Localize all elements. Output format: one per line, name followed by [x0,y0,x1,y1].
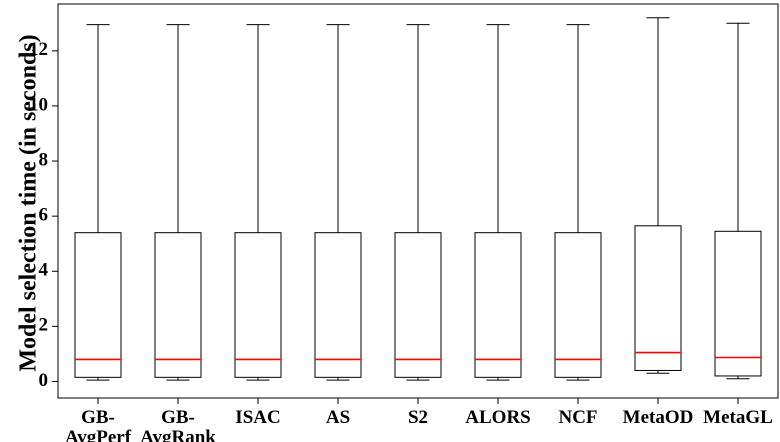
x-tick-label: AS [326,407,350,428]
y-tick-label: 0 [39,370,49,391]
y-tick-label: 6 [39,205,49,226]
box-iqr [394,232,442,378]
box-iqr [714,230,762,377]
x-tick-label: NCF [558,407,597,428]
y-tick-label: 4 [39,260,49,281]
x-tick-label: GB-AvgPerf [65,407,132,442]
y-axis-title: Model selection time (in seconds) [16,34,42,371]
box-iqr [554,232,602,378]
box-iqr [74,232,122,378]
x-tick-label: ALORS [465,407,530,428]
x-tick-label: MetaGL [703,407,773,428]
box-iqr [154,232,202,378]
y-tick-label: 2 [39,315,49,336]
box-iqr [634,225,682,371]
box-iqr [234,232,282,378]
x-tick-label: MetaOD [623,407,694,428]
y-tick-label: 12 [29,39,48,60]
y-tick-label: 10 [29,94,48,115]
box-iqr [314,232,362,378]
x-tick-label: S2 [408,407,428,428]
y-tick-label: 8 [39,149,49,170]
x-tick-label: ISAC [235,407,280,428]
box-iqr [474,232,522,378]
x-tick-label: GB-AvgRank [140,407,216,442]
